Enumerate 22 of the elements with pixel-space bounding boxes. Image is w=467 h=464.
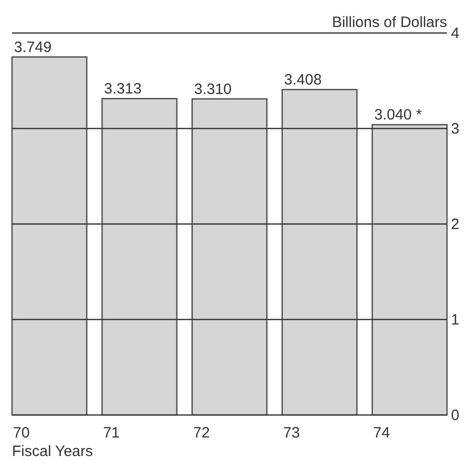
y-tick-label: 4 [451, 24, 460, 42]
x-axis-title: Fiscal Years [12, 443, 93, 460]
data-label: 3.040 * [374, 106, 422, 124]
x-tick-label: 74 [373, 424, 390, 442]
bar [372, 124, 448, 416]
data-label: 3.408 [284, 72, 322, 89]
bar [11, 56, 88, 416]
x-tick-label: 71 [103, 424, 120, 442]
y-tick-label: 1 [451, 311, 460, 328]
bar [282, 88, 358, 416]
bar [101, 98, 178, 416]
x-tick-label: 73 [283, 424, 300, 442]
data-label: 3.749 [14, 38, 52, 56]
y-tick-label: 2 [451, 216, 460, 233]
y-tick-label: 3 [451, 120, 460, 138]
data-label: 3.313 [104, 80, 142, 98]
y-tick-label: 0 [451, 406, 460, 424]
x-tick-label: 70 [13, 424, 30, 442]
x-tick-label: 72 [193, 424, 210, 442]
bar [192, 98, 268, 416]
y-axis-title: Billions of Dollars [332, 14, 447, 31]
data-label: 3.310 [194, 80, 232, 98]
